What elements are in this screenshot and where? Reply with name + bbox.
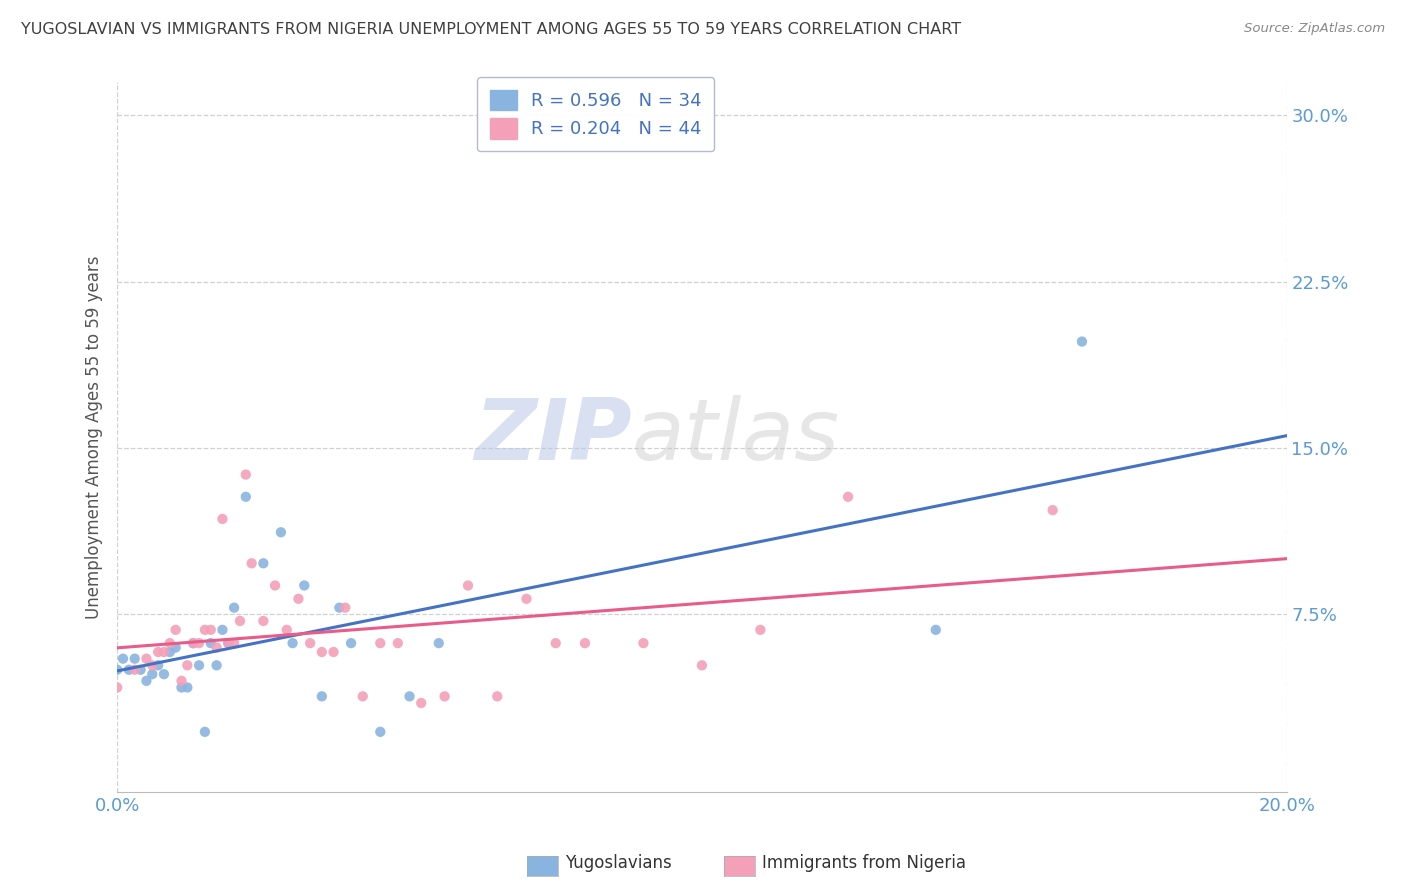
Point [368, 636, 391, 650]
Point [229, 614, 252, 628]
Point [129, 663, 152, 677]
Point [194, 724, 217, 739]
Point [328, 600, 350, 615]
Point [181, 636, 204, 650]
Text: Immigrants from Nigeria: Immigrants from Nigeria [762, 855, 966, 872]
Point [105, 681, 128, 695]
Point [159, 645, 181, 659]
Point [486, 690, 509, 704]
Point [200, 636, 222, 650]
Point [159, 636, 181, 650]
Point [427, 636, 450, 650]
Point [352, 690, 374, 704]
Point [457, 578, 479, 592]
Point [170, 673, 193, 688]
Point [252, 614, 274, 628]
Point [112, 651, 135, 665]
Point [398, 690, 420, 704]
Point [176, 681, 198, 695]
Point [105, 663, 128, 677]
Point [574, 636, 596, 650]
Point [124, 663, 146, 677]
Point [633, 636, 655, 650]
Legend: R = 0.596   N = 34, R = 0.204   N = 44: R = 0.596 N = 34, R = 0.204 N = 44 [477, 77, 714, 152]
Point [194, 623, 217, 637]
Text: ZIP: ZIP [474, 395, 631, 478]
Text: Yugoslavians: Yugoslavians [565, 855, 672, 872]
Point [264, 578, 287, 592]
Point [200, 623, 222, 637]
Point [188, 636, 211, 650]
Point [118, 663, 141, 677]
Point [690, 658, 713, 673]
Point [252, 557, 274, 571]
Point [276, 623, 298, 637]
Point [235, 467, 257, 482]
Point [433, 690, 456, 704]
Point [544, 636, 567, 650]
Point [322, 645, 344, 659]
Point [146, 645, 169, 659]
Point [165, 623, 187, 637]
Point [176, 658, 198, 673]
Point [141, 667, 163, 681]
Point [311, 690, 333, 704]
Point [211, 512, 233, 526]
Text: Source: ZipAtlas.com: Source: ZipAtlas.com [1244, 22, 1385, 36]
Point [281, 636, 304, 650]
Point [749, 623, 772, 637]
Point [299, 636, 322, 650]
Point [217, 636, 239, 650]
Point [124, 651, 146, 665]
Text: YUGOSLAVIAN VS IMMIGRANTS FROM NIGERIA UNEMPLOYMENT AMONG AGES 55 TO 59 YEARS CO: YUGOSLAVIAN VS IMMIGRANTS FROM NIGERIA U… [21, 22, 962, 37]
Point [170, 681, 193, 695]
Point [335, 600, 357, 615]
Point [837, 490, 859, 504]
Point [135, 651, 157, 665]
Point [270, 525, 292, 540]
Point [224, 636, 246, 650]
Text: atlas: atlas [631, 395, 839, 478]
Point [287, 591, 309, 606]
Point [224, 600, 246, 615]
Point [211, 623, 233, 637]
Point [925, 623, 948, 637]
Point [188, 658, 211, 673]
Point [165, 640, 187, 655]
Point [387, 636, 409, 650]
Point [217, 636, 239, 650]
Point [311, 645, 333, 659]
Point [368, 724, 391, 739]
Point [153, 645, 176, 659]
Y-axis label: Unemployment Among Ages 55 to 59 years: Unemployment Among Ages 55 to 59 years [86, 255, 103, 619]
Point [1071, 334, 1094, 349]
Point [153, 667, 176, 681]
Point [181, 636, 204, 650]
Point [515, 591, 537, 606]
Point [240, 557, 263, 571]
Point [340, 636, 363, 650]
Point [235, 490, 257, 504]
Point [411, 696, 433, 710]
Point [146, 658, 169, 673]
Point [205, 640, 228, 655]
Point [292, 578, 315, 592]
Point [135, 673, 157, 688]
Point [141, 658, 163, 673]
Point [205, 658, 228, 673]
Point [1042, 503, 1064, 517]
